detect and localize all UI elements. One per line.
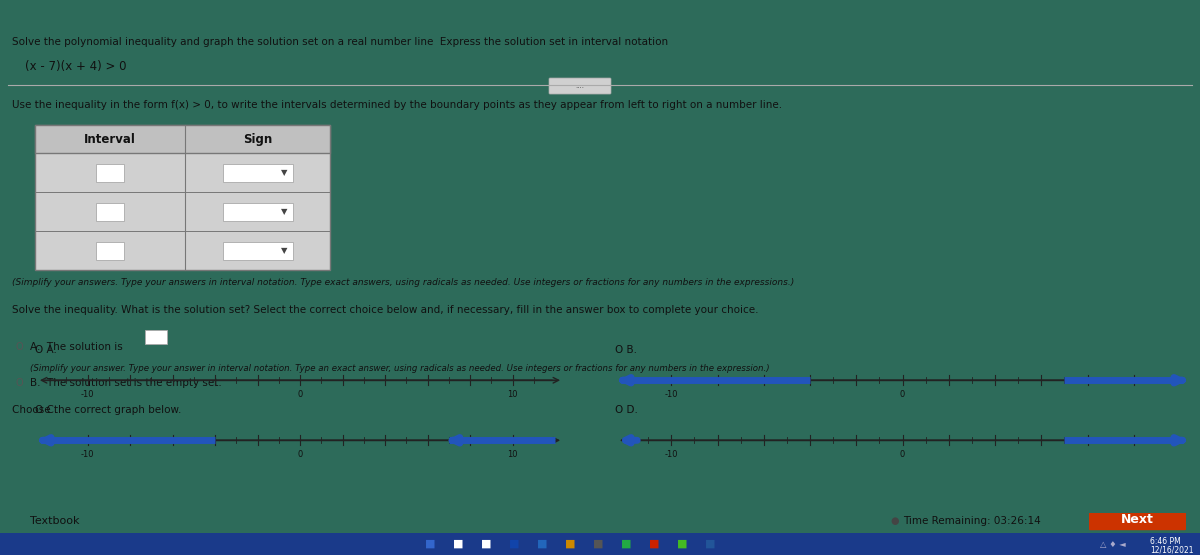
- Text: 0: 0: [298, 390, 302, 399]
- Text: O: O: [14, 342, 23, 352]
- Text: -10: -10: [665, 450, 678, 460]
- Text: Use the inequality in the form f(x) > 0, to write the intervals determined by th: Use the inequality in the form f(x) > 0,…: [12, 100, 782, 110]
- Text: ▼: ▼: [281, 207, 288, 216]
- Text: ■: ■: [481, 539, 491, 549]
- Bar: [145, 330, 167, 344]
- Bar: [222, 164, 293, 181]
- Text: ■: ■: [536, 539, 547, 549]
- Text: (x - 7)(x + 4) > 0: (x - 7)(x + 4) > 0: [25, 60, 126, 73]
- Text: 12/16/2021: 12/16/2021: [1150, 546, 1194, 554]
- Text: (Simplify your answer. Type your answer in interval notation. Type an exact answ: (Simplify your answer. Type your answer …: [30, 364, 769, 374]
- Text: ●: ●: [890, 516, 899, 526]
- Text: -10: -10: [80, 450, 95, 460]
- Text: Sign: Sign: [242, 133, 272, 145]
- Text: ▼: ▼: [281, 168, 288, 177]
- Text: ■: ■: [593, 539, 604, 549]
- Text: O D.: O D.: [616, 405, 638, 415]
- Bar: [222, 241, 293, 260]
- FancyBboxPatch shape: [550, 78, 611, 94]
- Text: O A.: O A.: [35, 345, 56, 355]
- Text: Next: Next: [1121, 513, 1153, 526]
- Text: 0: 0: [900, 450, 905, 460]
- Text: ■: ■: [452, 539, 463, 549]
- Text: O: O: [14, 379, 23, 388]
- Bar: [96, 241, 124, 260]
- Text: 0: 0: [298, 450, 302, 460]
- Text: 10: 10: [508, 450, 517, 460]
- Text: △ ♦ ◄: △ ♦ ◄: [1100, 539, 1126, 548]
- Text: B.  The solution set is the empty set.: B. The solution set is the empty set.: [30, 379, 222, 388]
- Text: ■: ■: [704, 539, 715, 549]
- FancyBboxPatch shape: [1090, 508, 1186, 530]
- Text: A.  The solution is: A. The solution is: [30, 342, 122, 352]
- Text: -10: -10: [665, 390, 678, 399]
- Text: ■: ■: [649, 539, 659, 549]
- Text: O B.: O B.: [616, 345, 637, 355]
- Text: Interval: Interval: [84, 133, 136, 145]
- Text: Solve the inequality. What is the solution set? Select the correct choice below : Solve the inequality. What is the soluti…: [12, 305, 758, 315]
- Text: ....: ....: [576, 83, 584, 89]
- Text: O C.: O C.: [35, 405, 58, 415]
- Bar: [222, 203, 293, 221]
- Text: ▼: ▼: [281, 246, 288, 255]
- Text: ■: ■: [565, 539, 575, 549]
- Text: ■: ■: [425, 539, 436, 549]
- Bar: [35, 125, 330, 270]
- Text: ■: ■: [620, 539, 631, 549]
- Text: 6:46 PM: 6:46 PM: [1150, 537, 1181, 546]
- Text: 0: 0: [900, 390, 905, 399]
- Text: Time Remaining: 03:26:14: Time Remaining: 03:26:14: [904, 516, 1040, 526]
- Text: Solve the polynomial inequality and graph the solution set on a real number line: Solve the polynomial inequality and grap…: [12, 37, 668, 47]
- Text: -10: -10: [80, 390, 95, 399]
- Bar: [96, 164, 124, 181]
- Text: (Simplify your answers. Type your answers in interval notation. Type exact answe: (Simplify your answers. Type your answer…: [12, 278, 794, 287]
- Text: Choose the correct graph below.: Choose the correct graph below.: [12, 405, 181, 415]
- Text: Textbook: Textbook: [30, 516, 79, 526]
- Bar: [96, 203, 124, 221]
- Text: ■: ■: [677, 539, 688, 549]
- Text: 10: 10: [508, 390, 517, 399]
- Text: ■: ■: [509, 539, 520, 549]
- Bar: [35, 125, 330, 153]
- Bar: [0, 533, 1200, 555]
